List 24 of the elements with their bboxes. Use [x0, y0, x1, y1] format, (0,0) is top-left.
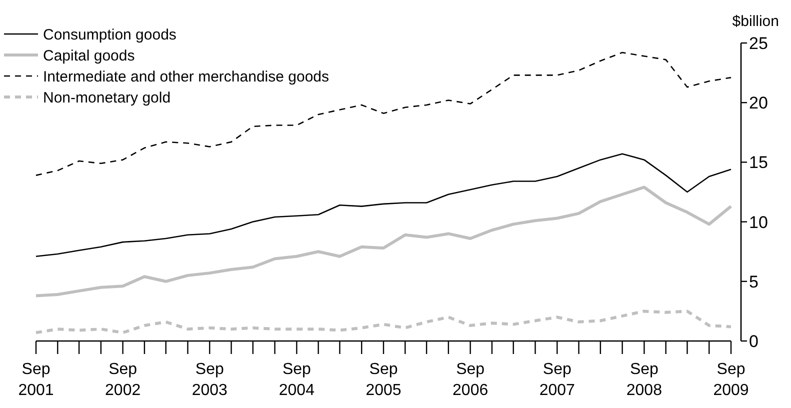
y-tick-label: 0 [749, 332, 758, 351]
y-tick-label: 25 [749, 34, 768, 53]
y-tick-label: 15 [749, 153, 768, 172]
legend-label: Capital goods [43, 47, 135, 64]
x-tick-label: Sep 2007 [539, 361, 576, 399]
x-tick-label: Sep 2003 [192, 361, 228, 399]
x-tick-label: Sep 2004 [278, 361, 315, 399]
x-tick-label: Sep 2005 [366, 361, 402, 399]
line-series [34, 186, 732, 298]
x-tick-label: Sep 2009 [713, 361, 749, 399]
legend-label: Non-monetary gold [43, 89, 171, 106]
y-tick-label: 5 [749, 272, 758, 292]
y-axis-title: $billion [732, 13, 779, 30]
line-series [34, 310, 732, 334]
x-tick-label: Sep 2006 [452, 361, 488, 399]
y-tick-label: 20 [749, 94, 768, 113]
x-tick-label: Sep 2008 [626, 361, 662, 399]
line-series [35, 52, 732, 176]
legend-label: Intermediate and other merchandise goods [43, 68, 330, 86]
x-tick-label: Sep 2002 [105, 361, 141, 399]
y-tick-label: 10 [749, 212, 768, 232]
line-series [35, 153, 732, 258]
legend-label: Consumption goods [43, 26, 176, 44]
x-tick-label: Sep 2001 [18, 361, 54, 399]
